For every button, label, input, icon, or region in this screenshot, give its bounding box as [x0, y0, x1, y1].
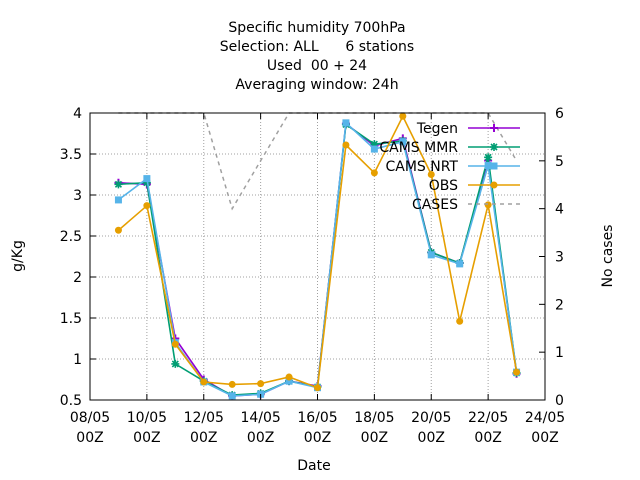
data-point-cams-nrt	[456, 260, 464, 268]
x-tick-label: 00Z	[531, 430, 558, 446]
data-point-cams-nrt	[399, 138, 407, 146]
data-point-obs	[257, 380, 265, 388]
y-axis: 0.5 1 1.5 2 2.5 3 3.5 4	[60, 106, 96, 409]
data-point-cams-nrt	[427, 251, 435, 259]
data-point-cams-nrt	[285, 377, 293, 385]
data-point-obs	[342, 141, 350, 149]
x-tick-label: 20/05	[411, 410, 451, 426]
data-point-obs	[427, 171, 435, 178]
data-point-cams-mmr	[114, 180, 123, 189]
y2-axis: 0 1 2 3 4 5 6	[539, 106, 564, 409]
y2-tick-label: 6	[555, 106, 564, 122]
data-point-obs	[200, 378, 208, 386]
data-point-cams-nrt	[114, 196, 122, 204]
y2-tick-label: 3	[555, 250, 564, 266]
x-axis-label: Date	[297, 458, 330, 474]
data-point-cams-nrt	[143, 175, 151, 183]
y-tick-label: 3.5	[60, 147, 82, 163]
x-tick-label: 18/05	[354, 410, 394, 426]
y-tick-label: 0.5	[60, 393, 82, 409]
x-tick-label: 00Z	[474, 430, 501, 446]
y2-tick-label: 2	[555, 297, 564, 313]
y-axis-label: g/Kg	[10, 240, 26, 272]
x-axis: 08/05 00Z 10/05 00Z 12/05 00Z 14/05 00Z 16/05 00Z…	[70, 113, 565, 446]
data-point-obs	[314, 384, 321, 392]
legend-marker-tegen	[490, 124, 498, 132]
x-tick-label: 08/05	[70, 410, 110, 426]
legend-marker-obs	[490, 181, 498, 189]
data-point-obs	[399, 112, 407, 120]
y-tick-label: 1.5	[60, 311, 82, 327]
y-tick-label: 1	[73, 352, 82, 368]
x-tick-label: 22/05	[468, 410, 508, 426]
y-tick-label: 3	[73, 188, 82, 204]
data-point-cams-nrt	[228, 392, 236, 400]
x-tick-label: 00Z	[190, 430, 217, 446]
x-tick-label: 00Z	[418, 430, 445, 446]
x-tick-label: 00Z	[133, 430, 160, 446]
x-tick-label: 10/05	[127, 410, 167, 426]
data-point-cams-mmr	[484, 153, 493, 162]
data-point-cams-mmr	[370, 140, 379, 149]
chart-title-line: Averaging window: 24h	[235, 77, 398, 93]
data-point-obs	[370, 169, 378, 177]
legend-label-cams-nrt: CAMS NRT	[385, 159, 458, 175]
y2-axis-label: No cases	[600, 225, 616, 288]
data-point-cams-mmr	[171, 359, 180, 368]
y-tick-label: 2.5	[60, 229, 82, 245]
data-point-obs	[513, 368, 521, 376]
x-tick-label: 12/05	[184, 410, 224, 426]
chart-title-line: Selection: ALL 6 stations	[220, 39, 414, 55]
legend-label-cams-mmr: CAMS MMR	[379, 140, 458, 156]
legend-marker-cams-nrt	[490, 162, 498, 170]
data-point-obs	[171, 340, 179, 348]
data-point-obs	[143, 202, 151, 210]
data-point-cams-nrt	[342, 119, 350, 127]
chart-title-line: Used 00 + 24	[267, 58, 367, 74]
x-tick-label: 00Z	[76, 430, 103, 446]
legend: Tegen CAMS MMR CAMS NRT OBS CASES	[379, 121, 520, 213]
y-tick-label: 2	[73, 270, 82, 286]
legend-label-obs: OBS	[429, 178, 458, 194]
y-tick-label: 4	[73, 106, 82, 122]
data-point-obs	[456, 317, 464, 325]
legend-label-cases: CASES	[412, 197, 458, 213]
grid	[90, 113, 545, 400]
x-tick-label: 00Z	[361, 430, 388, 446]
data-point-obs	[484, 201, 492, 209]
x-tick-label: 00Z	[247, 430, 274, 446]
data-point-obs	[228, 380, 236, 388]
y2-tick-label: 5	[555, 154, 564, 170]
x-tick-label: 14/05	[240, 410, 280, 426]
y2-tick-label: 1	[555, 345, 564, 361]
data-point-cams-nrt	[370, 145, 378, 153]
data-point-obs	[285, 373, 293, 381]
x-tick-label: 00Z	[304, 430, 331, 446]
chart-title: Specific humidity 700hPa Selection: ALL 6…	[220, 20, 414, 93]
data-point-obs	[114, 226, 122, 234]
legend-marker-cams-mmr	[490, 143, 498, 151]
chart-title-line: Specific humidity 700hPa	[228, 20, 405, 36]
legend-label-tegen: Tegen	[416, 121, 458, 137]
y2-tick-label: 0	[555, 393, 564, 409]
x-tick-label: 16/05	[297, 410, 337, 426]
y2-tick-label: 4	[555, 202, 564, 218]
x-tick-label: 24/05	[525, 410, 565, 426]
